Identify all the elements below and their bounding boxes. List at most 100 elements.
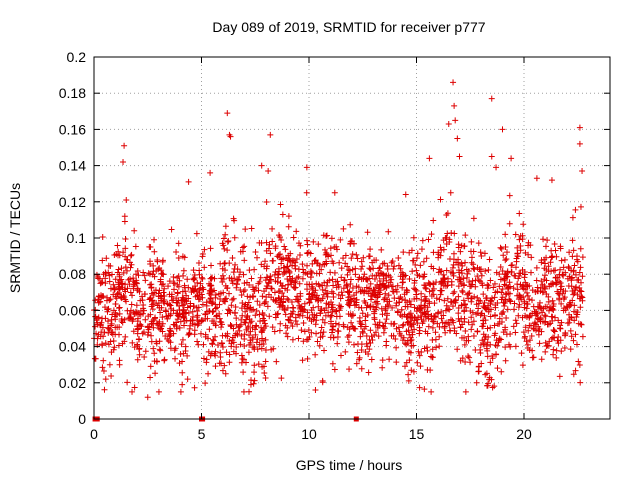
data-point: [189, 285, 196, 292]
data-point: [116, 273, 123, 280]
data-point: [493, 351, 500, 358]
data-point: [434, 320, 441, 327]
data-point: [389, 258, 396, 265]
data-point: [426, 155, 433, 162]
data-point: [295, 273, 302, 280]
data-point: [360, 275, 367, 282]
data-point: [351, 295, 358, 302]
y-tick-label: 0.06: [59, 302, 86, 318]
data-point: [335, 291, 342, 298]
data-point: [503, 282, 510, 289]
data-point: [119, 284, 126, 291]
data-point: [160, 298, 167, 305]
data-point: [180, 350, 187, 357]
data-point: [279, 289, 286, 296]
data-point: [390, 265, 397, 272]
data-point: [371, 287, 378, 294]
data-point: [97, 298, 104, 305]
data-point: [317, 334, 324, 341]
data-point: [263, 199, 270, 206]
data-point: [570, 337, 577, 344]
data-point: [203, 302, 210, 309]
data-point: [519, 362, 526, 369]
data-point: [191, 274, 198, 281]
data-point: [481, 250, 488, 257]
data-point: [225, 306, 232, 313]
data-point: [477, 249, 484, 256]
data-point: [185, 178, 192, 185]
data-point: [277, 201, 284, 208]
data-point: [485, 266, 492, 273]
data-point: [521, 335, 528, 342]
data-point: [224, 238, 231, 245]
data-point: [242, 319, 249, 326]
data-point: [312, 387, 319, 394]
data-point: [310, 316, 317, 323]
data-point: [318, 324, 325, 331]
data-point: [238, 352, 245, 359]
y-tick-label: 0.04: [59, 339, 86, 355]
data-point: [342, 348, 349, 355]
data-point: [480, 291, 487, 298]
data-point: [451, 298, 458, 305]
data-point: [461, 341, 468, 348]
data-point: [500, 252, 507, 259]
data-point: [294, 296, 301, 303]
data-point: [140, 329, 147, 336]
data-point: [106, 272, 113, 279]
data-point: [346, 366, 353, 373]
data-point: [433, 295, 440, 302]
data-point: [276, 295, 283, 302]
data-point: [309, 293, 316, 300]
data-point: [491, 280, 498, 287]
data-point: [234, 277, 241, 284]
data-point: [253, 307, 260, 314]
data-point: [374, 300, 381, 307]
data-point: [136, 311, 143, 318]
data-point: [568, 267, 575, 274]
data-point: [120, 158, 127, 165]
data-point: [443, 240, 450, 247]
data-point: [406, 357, 413, 364]
data-point: [558, 300, 565, 307]
data-point: [448, 298, 455, 305]
data-point: [161, 285, 168, 292]
y-tick-label: 0.12: [59, 194, 86, 210]
data-point: [122, 264, 129, 271]
data-point: [103, 255, 110, 262]
data-point: [327, 269, 334, 276]
data-point: [573, 283, 580, 290]
data-point: [391, 263, 398, 270]
data-point: [233, 284, 240, 291]
data-point: [472, 283, 479, 290]
data-point: [299, 261, 306, 268]
data-point: [492, 289, 499, 296]
data-point: [197, 330, 204, 337]
data-point: [226, 290, 233, 297]
x-tick-label: 5: [198, 426, 206, 442]
data-point: [331, 366, 338, 373]
data-point: [206, 326, 213, 333]
data-point: [243, 314, 250, 321]
data-point: [323, 233, 330, 240]
data-point: [257, 274, 264, 281]
data-point: [150, 324, 157, 331]
data-point: [537, 318, 544, 325]
data-point: [151, 273, 158, 280]
data-point: [374, 294, 381, 301]
data-point: [258, 337, 265, 344]
data-point: [450, 290, 457, 297]
data-point: [272, 269, 279, 276]
data-point: [113, 312, 120, 319]
data-point: [523, 281, 530, 288]
data-point: [248, 275, 255, 282]
data-point: [167, 332, 174, 339]
data-point: [367, 246, 374, 253]
data-point: [440, 246, 447, 253]
data-point: [521, 268, 528, 275]
data-point: [224, 330, 231, 337]
data-point: [333, 307, 340, 314]
data-point: [576, 124, 583, 131]
data-point: [470, 265, 477, 272]
data-point: [579, 273, 586, 280]
